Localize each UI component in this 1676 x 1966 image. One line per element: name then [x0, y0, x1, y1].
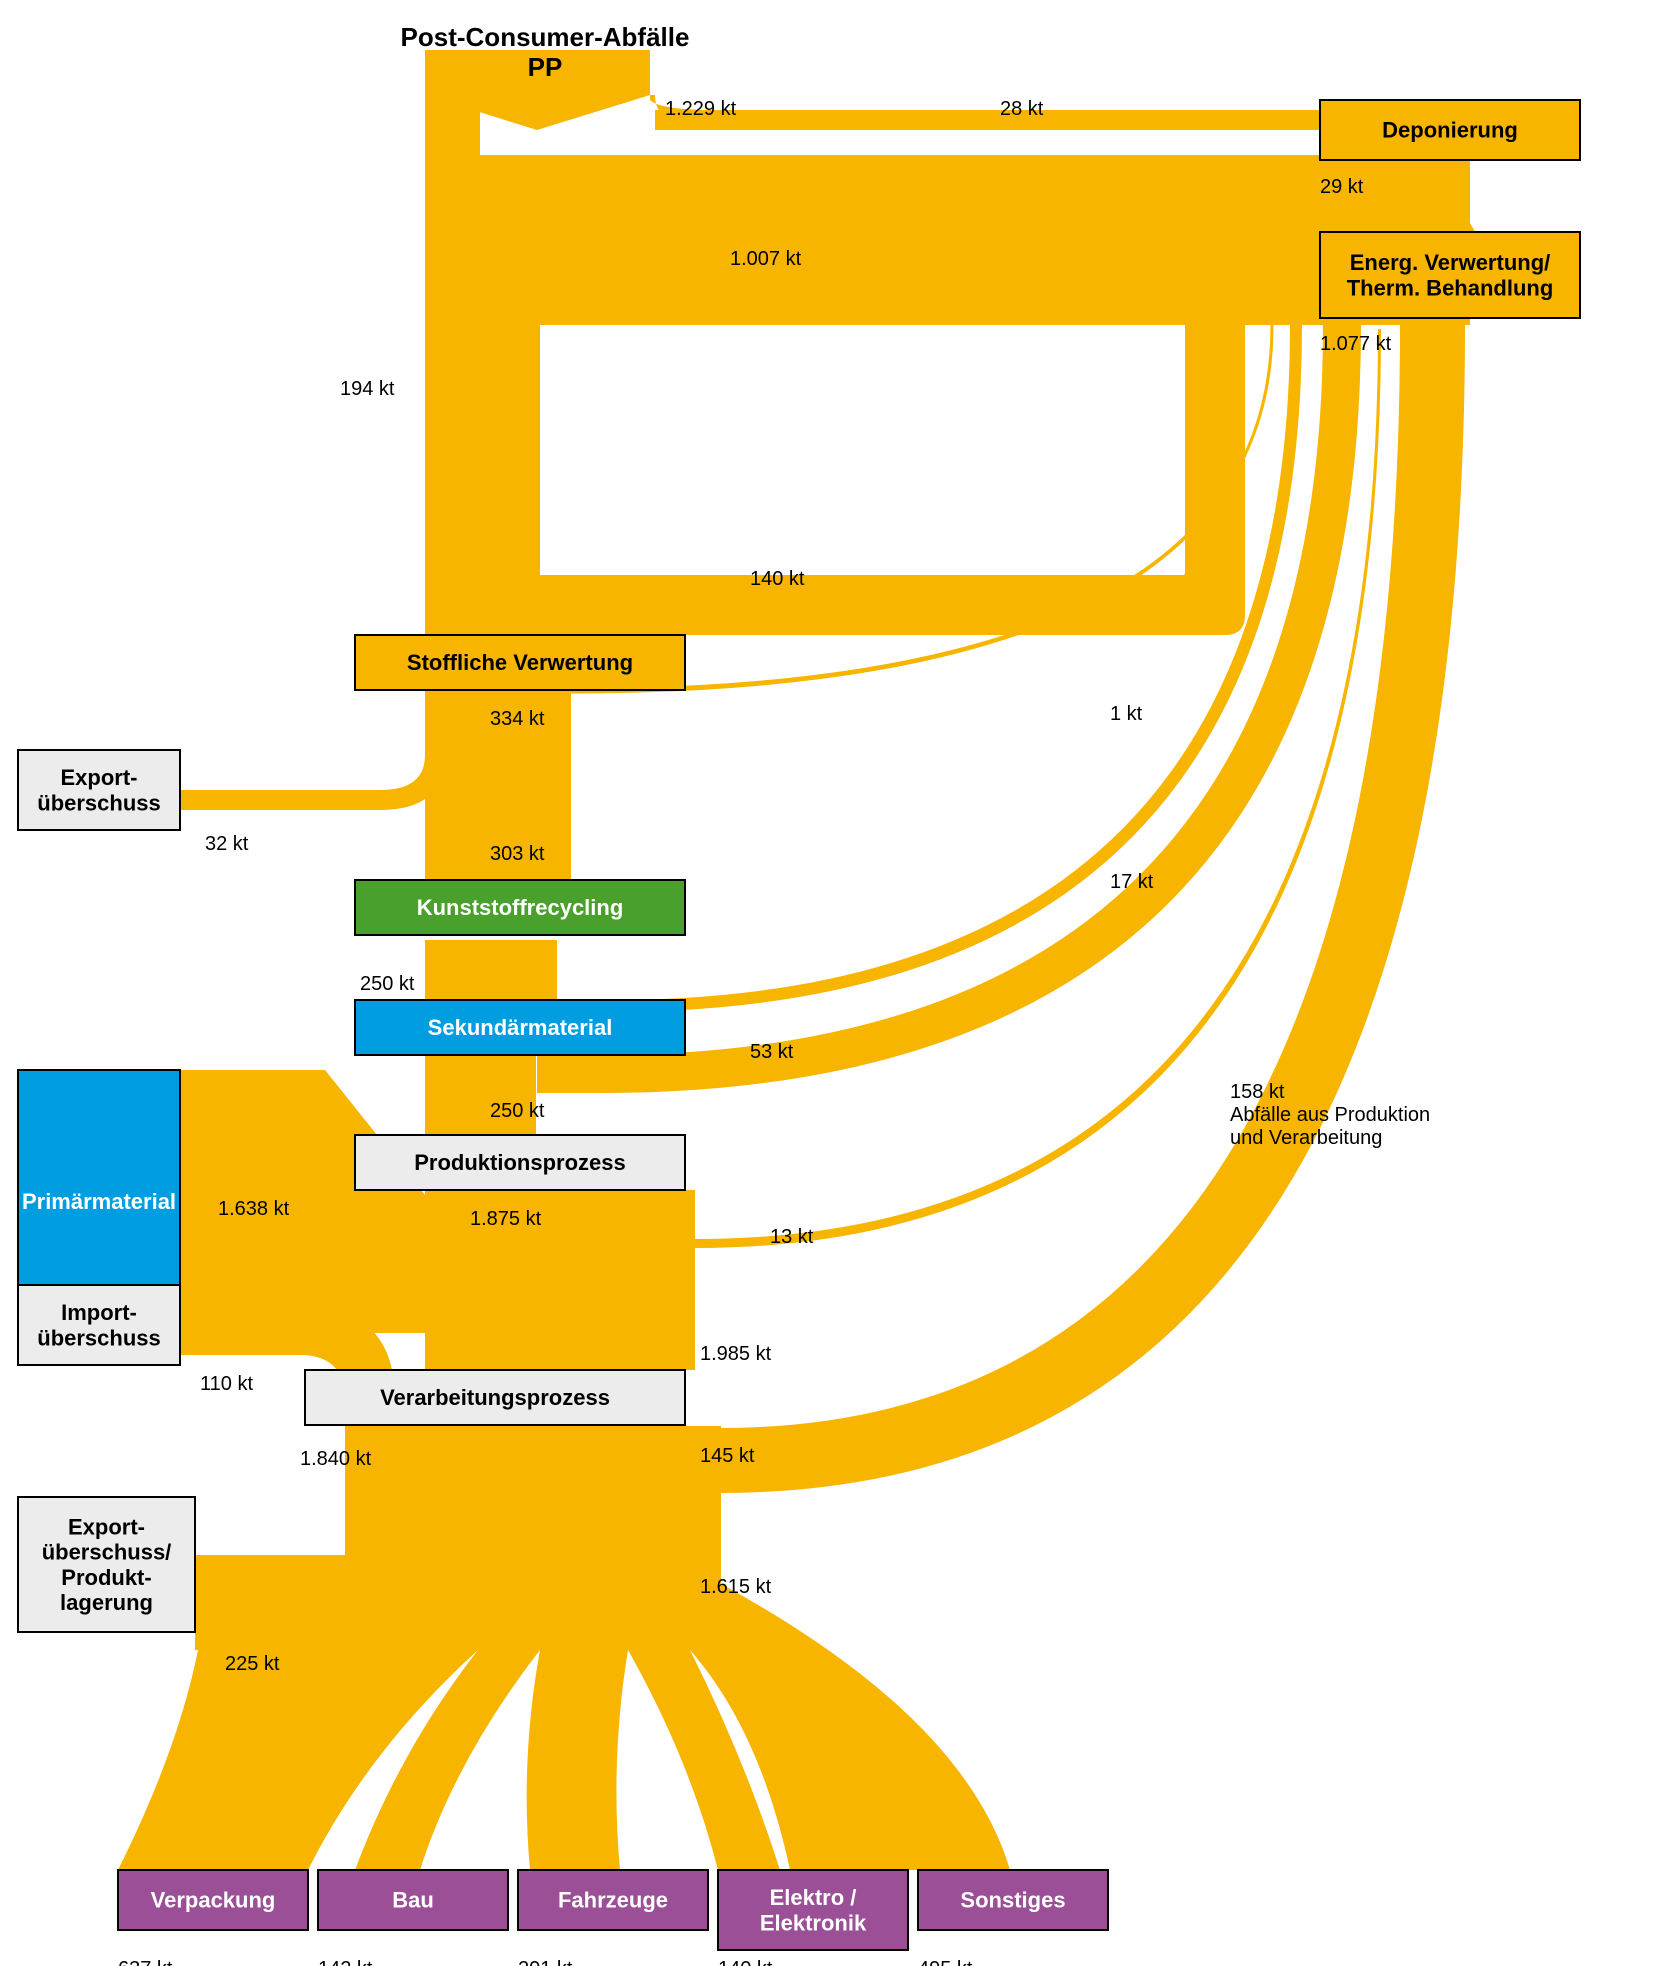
label-334kt: 334 kt: [490, 708, 545, 730]
label-145kt: 145 kt: [700, 1445, 755, 1467]
label-1840kt: 1.840 kt: [300, 1448, 372, 1470]
label-637kt: 637 kt: [118, 1958, 173, 1966]
label-sv-303: 303 kt: [490, 843, 545, 865]
boxlabel-stoffliche: Stoffliche Verwertung: [407, 650, 633, 675]
boxlabel-primar: Primärmaterial: [22, 1189, 176, 1214]
kr-down: [425, 940, 557, 1000]
label-495kt: 495 kt: [918, 1958, 973, 1966]
sankey-diagram: Deponierung Energ. Verwertung/Therm. Beha…: [0, 0, 1676, 1966]
label-1007kt: 1.007 kt: [730, 248, 802, 270]
label-32kt: 32 kt: [205, 833, 249, 855]
label-225kt: 225 kt: [225, 1653, 280, 1675]
sv-band-top: [480, 325, 1245, 635]
boxlabel-prodprozess: Produktionsprozess: [414, 1150, 625, 1175]
boxlabel-kunstrecycle: Kunststoffrecycling: [417, 895, 624, 920]
boxlabel-elektro: Elektro /Elektronik: [760, 1885, 867, 1935]
prod-down: [425, 1190, 695, 1370]
boxlabel-fahrzeuge: Fahrzeuge: [558, 1888, 668, 1913]
label-28kt: 28 kt: [1000, 98, 1044, 120]
label-142kt: 142 kt: [318, 1958, 373, 1966]
label-53kt: 53 kt: [750, 1041, 794, 1063]
label-1077kt: 1.077 kt: [1320, 333, 1392, 355]
label-29kt: 29 kt: [1320, 176, 1364, 198]
boxlabel-verarb: Verarbeitungsprozess: [380, 1385, 610, 1410]
label-1638kt: 1.638 kt: [218, 1198, 290, 1220]
label-110kt: 110 kt: [200, 1373, 253, 1395]
label-140kt_e: 140 kt: [718, 1958, 773, 1966]
boxlabel-verpackung: Verpackung: [151, 1888, 276, 1913]
boxlabel-deponierung: Deponierung: [1382, 118, 1518, 143]
primar-arrow: [180, 1070, 425, 1333]
boxlabel-sonstiges: Sonstiges: [960, 1888, 1065, 1913]
label-1615kt: 1.615 kt: [700, 1576, 772, 1598]
label-1875kt: 1.875 kt: [470, 1208, 542, 1230]
label-140kt: 140 kt: [750, 568, 805, 590]
label-201kt: 201 kt: [518, 1958, 573, 1966]
boxlabel-sekundar: Sekundärmaterial: [428, 1015, 613, 1040]
label-194kt: 194 kt: [340, 378, 395, 400]
export-32kt: [180, 755, 445, 810]
label-1kt: 1 kt: [1110, 703, 1143, 725]
left194: [425, 95, 480, 635]
label-1985kt: 1.985 kt: [700, 1343, 772, 1365]
label-13kt: 13 kt: [770, 1226, 814, 1248]
boxlabel-energ: Energ. Verwertung/Therm. Behandlung: [1347, 250, 1554, 300]
label-250kt_2: 250 kt: [490, 1100, 545, 1122]
sek-down-2: [425, 1055, 536, 1135]
boxlabel-bau: Bau: [392, 1888, 434, 1913]
label-250kt: 250 kt: [360, 973, 415, 995]
label-1229kt: 1.229 kt: [665, 98, 737, 120]
branch-fahrzeuge: [527, 1650, 628, 1870]
label-17kt: 17 kt: [1110, 871, 1154, 893]
